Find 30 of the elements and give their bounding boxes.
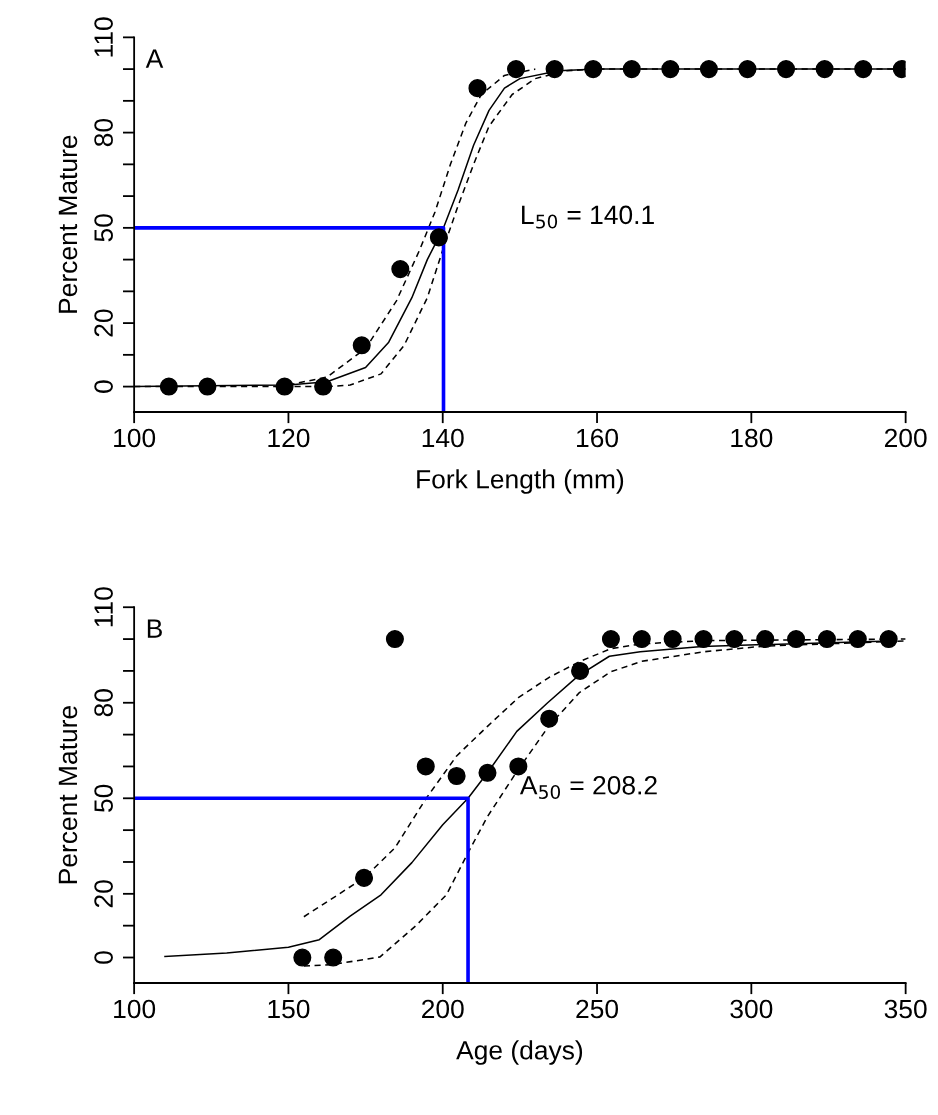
y-tick-label: 80 [94, 689, 113, 717]
x-tick-label: 200 [422, 999, 464, 1019]
x-tick-label: 140 [422, 428, 464, 448]
y-tick-label: 20 [94, 309, 113, 337]
x-tick-label: 100 [114, 428, 156, 448]
x-axis-title: Age (days) [456, 1040, 583, 1065]
y-tick-label: 50 [94, 784, 113, 812]
y-tick-label: 50 [94, 214, 113, 242]
annotation: A$_{50}$ = 208.2 [519, 775, 657, 799]
y-tick-label: 110 [94, 587, 113, 627]
x-tick-label: 200 [884, 428, 927, 448]
y-tick-label: 0 [94, 380, 113, 393]
y-tick-label: 20 [94, 880, 113, 908]
annotation: A [145, 49, 164, 68]
y-axis-title: Percent Mature [58, 706, 78, 884]
x-tick-label: 350 [884, 999, 927, 1019]
x-tick-label: 150 [268, 999, 310, 1019]
annotation: L$_{50}$ = 140.1 [522, 205, 654, 229]
annotation: B [147, 619, 162, 638]
y-axis-title: Percent Mature [58, 135, 78, 313]
y-tick-label: 80 [94, 118, 113, 147]
y-tick-label: 110 [94, 17, 113, 57]
x-tick-label: 180 [731, 428, 773, 448]
y-tick-label: 0 [94, 951, 113, 964]
x-tick-label: 120 [268, 428, 310, 448]
x-tick-label: 250 [576, 999, 619, 1019]
x-tick-label: 300 [730, 999, 773, 1019]
x-tick-label: 100 [114, 999, 156, 1019]
x-axis-title: Fork Length (mm) [417, 469, 624, 494]
x-tick-label: 160 [577, 428, 619, 448]
